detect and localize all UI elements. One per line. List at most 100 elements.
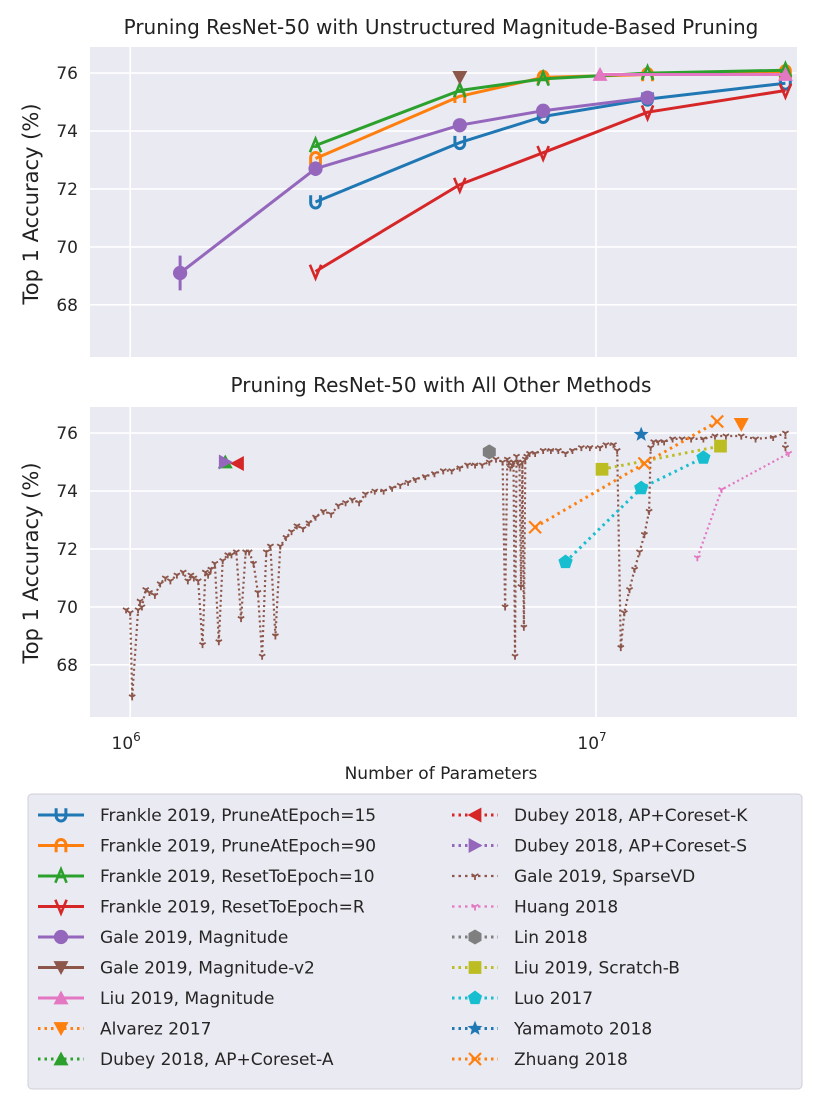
bottom-chart-series-gale-2019-sparsevd-point: [215, 639, 223, 646]
bottom-chart-series-gale-2019-sparsevd-point: [361, 491, 370, 498]
bottom-chart-series-gale-2019-sparsevd-point: [388, 485, 396, 492]
bottom-chart-series-gale-2019-sparsevd-point: [501, 604, 509, 611]
top-chart-gridlines: [90, 47, 797, 357]
legend-marker: [53, 1051, 69, 1066]
bottom-chart-series-gale-2019-sparsevd-point: [404, 479, 412, 486]
legend-label: Gale 2019, SparseVD: [514, 867, 695, 887]
legend-entry-luo-2017: Luo 2017: [452, 989, 593, 1009]
bottom-chart-series-lin-2018-point: [482, 444, 496, 460]
bottom-chart-series-gale-2019-sparsevd-point: [161, 575, 169, 582]
bottom-chart-series-gale-2019-sparsevd-point: [511, 653, 519, 660]
bottom-chart-series-lin-2018: [482, 444, 496, 460]
bottom-chart-series-gale-2019-sparsevd-point: [211, 560, 219, 568]
bottom-chart-series-gale-2019-sparsevd-point: [266, 543, 274, 550]
top-chart-series-gale-2019-magnitude-point: [640, 90, 655, 105]
legend-marker: [467, 1020, 483, 1035]
legend-marker: [468, 838, 483, 853]
legend-label: Alvarez 2017: [100, 1020, 212, 1040]
bottom-chart-series-gale-2019-sparsevd-point: [179, 569, 187, 576]
bottom-chart-series-zhuang-2018-point: [637, 456, 652, 471]
bottom-chart-series-gale-2019-sparsevd-point: [287, 528, 296, 536]
bottom-chart-series-gale-2019-sparsevd-point: [198, 641, 207, 649]
bottom-chart-series-gale-2019-sparsevd-point: [145, 589, 154, 597]
top-chart-series-frankle-2019-resettoepoch-10-point: [536, 68, 550, 87]
legend-entry-frankle-2019-pruneatepoch-90: Frankle 2019, PruneAtEpoch=90: [38, 837, 376, 857]
bottom-chart-series-gale-2019-sparsevd-point: [547, 447, 555, 455]
bottom-chart-gridlines: [90, 407, 797, 717]
bottom-chart-series-gale-2019-sparsevd-point: [380, 488, 388, 495]
legend-entry-liu-2019-scratch-b: Liu 2019, Scratch-B: [452, 959, 680, 979]
legend-entry-frankle-2019-pruneatepoch-15: Frankle 2019, PruneAtEpoch=15: [38, 806, 376, 826]
bottom-chart-series-gale-2019-sparsevd-point: [613, 447, 621, 455]
legend-marker: [54, 865, 68, 884]
bottom-chart-series-yamamoto-2018-point: [633, 426, 649, 441]
legend-label: Dubey 2018, AP+Coreset-A: [100, 1050, 334, 1070]
bottom-chart-series-gale-2019-sparsevd-point: [134, 607, 142, 614]
bottom-chart-series-yamamoto-2018: [633, 426, 649, 441]
bottom-chart-series-gale-2019-sparsevd-point: [640, 531, 648, 539]
bottom-chart-series-gale-2019-sparsevd-point: [204, 572, 212, 579]
bottom-chart-plot-area: [90, 407, 797, 717]
bottom-chart-series-gale-2019-sparsevd-point: [128, 694, 136, 701]
top-chart-series-frankle-2019-resettoepoch-r-point: [640, 104, 655, 123]
bottom-chart-series-gale-2019-sparsevd-point: [517, 584, 525, 591]
bottom-chart-series-alvarez-2017-point: [733, 418, 749, 432]
bottom-chart-series-gale-2019-sparsevd-point: [485, 459, 493, 466]
bottom-chart-series-dubey-2018-ap-coreset-s-point: [218, 454, 233, 470]
bottom-chart-series-gale-2019-sparsevd-point: [647, 444, 655, 452]
bottom-chart-series-gale-2019-sparsevd-point: [232, 549, 240, 556]
bottom-chart-series-gale-2019-sparsevd-point: [620, 610, 628, 617]
legend-label: Zhuang 2018: [514, 1050, 628, 1070]
top-chart-series-frankle-2019-pruneatepoch-90-point: [309, 151, 322, 166]
bottom-chart-series-gale-2019-sparsevd-point: [271, 633, 279, 640]
bottom-chart-series-gale-2019-sparsevd-point: [568, 447, 577, 455]
legend-label: Lin 2018: [514, 928, 588, 948]
legend-marker: [468, 929, 482, 945]
bottom-chart-series-gale-2019-sparsevd-point: [439, 468, 447, 475]
bottom-chart-series-gale-2019-sparsevd-point: [136, 598, 144, 605]
bottom-chart-series-huang-2018-point: [718, 486, 726, 494]
legend-entry-yamamoto-2018: Yamamoto 2018: [452, 1020, 652, 1040]
bottom-chart-series-gale-2019-sparsevd-point: [463, 462, 472, 469]
bottom-chart-series-gale-2019-sparsevd-point: [126, 610, 134, 617]
top-chart-series-frankle-2019-resettoepoch-r-point: [308, 264, 323, 282]
top-chart-series-frankle-2019-resettoepoch-10-point: [308, 135, 323, 153]
top-chart-series-gale-2019-magnitude-v2: [452, 71, 468, 85]
legend-marker: [54, 899, 68, 917]
bottom-chart-series-zhuang-2018-point: [528, 520, 542, 535]
bottom-chart-series-gale-2019-sparsevd-point: [254, 589, 262, 597]
bottom-chart-series-gale-2019-sparsevd-point: [617, 644, 625, 652]
bottom-chart-series-gale-2019-sparsevd-point: [219, 557, 227, 565]
legend-marker: [468, 1052, 482, 1066]
bottom-chart-series-gale-2019-sparsevd-point: [781, 430, 790, 437]
bottom-chart-series-gale-2019-sparsevd-point: [237, 615, 245, 623]
bottom-chart-series-gale-2019-sparsevd-point: [669, 436, 677, 443]
bottom-chart-series-gale-2019-sparsevd-point: [334, 502, 343, 510]
bottom-chart-series-gale-2019-sparsevd-point: [227, 552, 236, 559]
legend-entry-dubey-2018-ap-coreset-s: Dubey 2018, AP+Coreset-S: [452, 837, 747, 857]
bottom-chart-series-zhuang-2018-line: [534, 420, 718, 529]
bottom-chart-series-gale-2019-sparsevd-point: [258, 653, 266, 660]
top-chart-series-frankle-2019-resettoepoch-r-point: [778, 83, 793, 101]
bottom-chart-series-gale-2019-sparsevd-point: [577, 444, 585, 452]
bottom-chart-series-gale-2019-sparsevd-point: [751, 436, 760, 443]
legend-label: Dubey 2018, AP+Coreset-K: [514, 806, 748, 826]
legend-entry-gale-2019-magnitude: Gale 2019, Magnitude: [38, 928, 288, 948]
bottom-chart-series-gale-2019-sparsevd-point: [602, 442, 610, 449]
bottom-chart-series-liu-2019-scratch-b-point: [595, 462, 609, 476]
bottom-chart-series-gale-2019-sparsevd-point: [341, 500, 350, 507]
top-chart-series-liu-2019-magnitude-point: [592, 67, 608, 81]
bottom-chart-series-gale-2019-sparsevd-point: [122, 607, 130, 614]
bottom-chart-series-gale-2019-sparsevd-point: [348, 497, 357, 504]
legend-label: Dubey 2018, AP+Coreset-S: [514, 837, 747, 857]
bottom-chart-series-gale-2019-sparsevd-point: [156, 581, 164, 588]
bottom-chart-series-gale-2019-sparsevd-point: [412, 476, 420, 484]
bottom-chart-series-gale-2019-sparsevd-point: [531, 450, 539, 457]
legend-label: Huang 2018: [514, 898, 618, 918]
bottom-chart-series-gale-2019-sparsevd-point: [635, 549, 644, 556]
legend-label: Liu 2019, Magnitude: [100, 989, 275, 1009]
legend-marker: [467, 807, 482, 823]
bottom-chart-series-gale-2019-sparsevd-point: [737, 433, 745, 440]
bottom-chart-series-gale-2019-sparsevd-point: [478, 462, 486, 469]
bottom-chart-series-gale-2019-sparsevd-point: [305, 520, 313, 527]
